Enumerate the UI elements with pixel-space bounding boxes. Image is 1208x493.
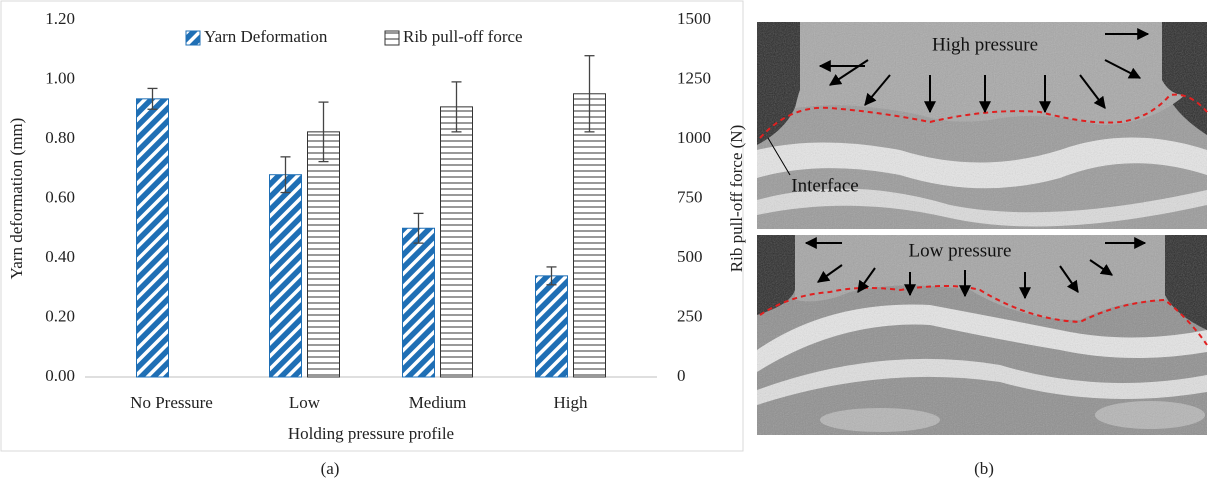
arrow <box>1079 74 1106 109</box>
legend-swatch <box>185 30 201 46</box>
chart-frame <box>0 0 744 452</box>
error-bar <box>546 266 557 286</box>
legend-label: Rib pull-off force <box>403 27 523 46</box>
arrow <box>1089 259 1113 276</box>
micrograph-label: High pressure <box>932 34 1038 55</box>
x-tick-label: No Pressure <box>130 393 213 412</box>
y-tick-label: 0.00 <box>45 366 75 385</box>
x-axis-label: Holding pressure profile <box>288 424 454 443</box>
micrograph-label: Low pressure <box>909 240 1012 261</box>
y-tick-label: 0.40 <box>45 247 75 266</box>
legend-label: Yarn Deformation <box>204 27 328 46</box>
bar <box>573 93 606 378</box>
micrograph-high: High pressure Interface <box>757 22 1208 229</box>
y2-tick-label: 1000 <box>677 128 711 147</box>
y-tick-label: 0.80 <box>45 128 75 147</box>
texture <box>757 235 1207 435</box>
x-tick-label: Medium <box>409 393 467 412</box>
interface-line <box>759 93 1208 139</box>
error-bar <box>584 55 595 133</box>
y-tick-label: 1.00 <box>45 68 75 87</box>
bar <box>440 106 473 378</box>
y-axis-label: Yarn deformation (mm) <box>7 118 26 280</box>
error-bar <box>280 156 291 194</box>
error-bar <box>413 212 424 244</box>
y2-tick-label: 500 <box>677 247 703 266</box>
arrow <box>828 59 869 86</box>
micrograph-low: Low pressure <box>757 235 1208 435</box>
arrow <box>857 267 876 293</box>
arrow <box>1059 265 1079 293</box>
y-tick-label: 1.20 <box>45 9 75 28</box>
error-bar <box>318 101 329 163</box>
interface-line <box>759 285 1208 346</box>
bar <box>307 131 340 378</box>
y2-tick-label: 0 <box>677 366 686 385</box>
caption: (a) <box>321 459 340 478</box>
error-bar <box>147 87 158 110</box>
x-tick-label: High <box>554 393 589 412</box>
caption: (b) <box>974 459 994 478</box>
y2-tick-label: 1500 <box>677 9 711 28</box>
legend-swatch <box>384 30 400 46</box>
bar <box>535 275 568 378</box>
y2-tick-label: 750 <box>677 187 703 206</box>
x-tick-label: Low <box>289 393 321 412</box>
arrow <box>1104 59 1142 79</box>
y2-tick-label: 250 <box>677 306 703 325</box>
y2-axis-label: Rib pull-off force (N) <box>727 125 746 272</box>
annotation: Interface <box>791 175 859 196</box>
pointer <box>767 137 791 176</box>
bar <box>269 174 302 378</box>
texture <box>757 22 1207 229</box>
y2-tick-label: 1250 <box>677 68 711 87</box>
error-bar <box>451 81 462 133</box>
y-tick-label: 0.20 <box>45 306 75 325</box>
y-tick-label: 0.60 <box>45 187 75 206</box>
bar <box>136 98 169 378</box>
arrow <box>864 74 891 106</box>
bar <box>402 227 435 378</box>
arrow <box>817 264 843 283</box>
